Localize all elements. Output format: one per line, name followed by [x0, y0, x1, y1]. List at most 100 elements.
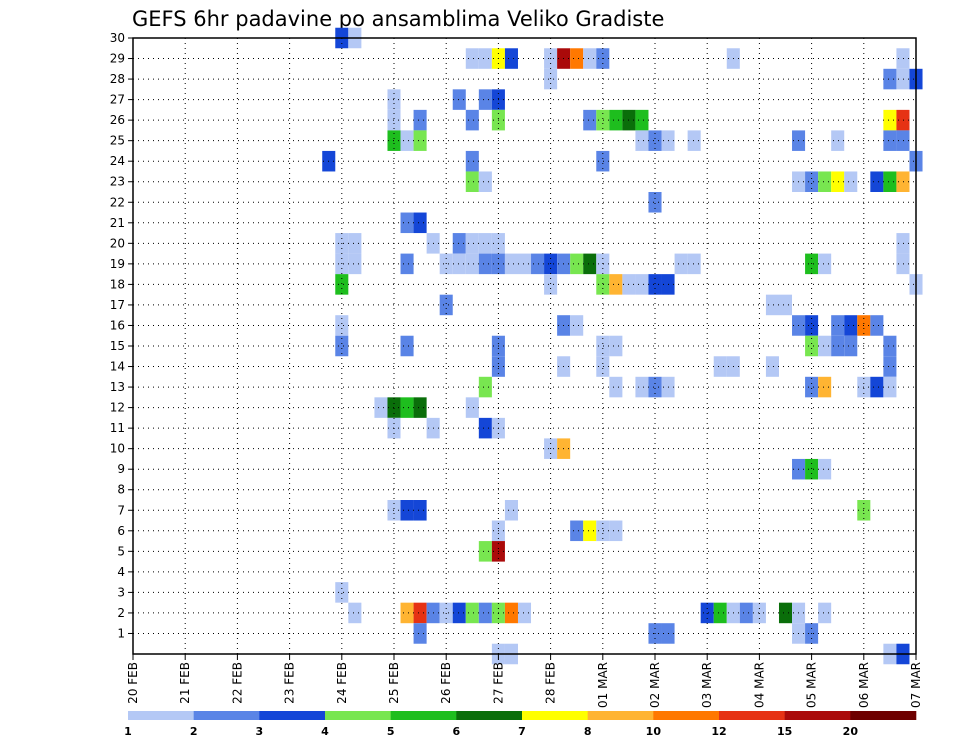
- y-tick-label: 12: [110, 401, 125, 415]
- colorbar-swatch: [325, 711, 391, 720]
- colorbar-label: 15: [777, 725, 792, 738]
- heatmap-cell: [648, 376, 662, 398]
- colorbar-swatch: [653, 711, 720, 720]
- y-tick-label: 30: [110, 31, 125, 45]
- heatmap-cell: [348, 233, 362, 254]
- heatmap-cell: [883, 130, 897, 151]
- x-tick-label: 24 FEB: [335, 662, 349, 704]
- heatmap-cell: [583, 253, 597, 275]
- colorbar-swatch: [522, 711, 588, 720]
- heatmap-cell: [439, 294, 453, 316]
- heatmap-cell: [465, 48, 479, 69]
- heatmap-cell: [413, 130, 427, 151]
- heatmap-cell: [596, 520, 610, 542]
- y-tick-label: 2: [117, 606, 125, 620]
- heatmap-cell: [517, 253, 532, 275]
- heatmap-cell: [765, 356, 779, 377]
- heatmap-cell: [504, 253, 518, 275]
- heatmap-cell: [583, 520, 597, 542]
- heatmap-cell: [335, 335, 349, 357]
- x-tick-label: 07 MAR: [909, 662, 923, 708]
- heatmap-cell: [400, 397, 414, 418]
- heatmap-cell: [635, 130, 649, 151]
- x-tick-label: 22 FEB: [230, 662, 244, 704]
- y-tick-label: 27: [110, 93, 125, 107]
- y-tick-label: 20: [110, 236, 125, 250]
- y-tick-label: 25: [110, 134, 125, 148]
- x-tick-label: 25 FEB: [387, 662, 401, 704]
- y-tick-label: 26: [110, 113, 125, 127]
- y-tick-label: 13: [110, 380, 125, 394]
- heatmap-cell: [635, 274, 649, 295]
- grid-lines: [133, 38, 916, 654]
- heatmap-cell: [674, 253, 688, 275]
- y-tick-label: 29: [110, 52, 125, 66]
- heatmap-cell: [413, 109, 427, 131]
- heatmap-cell: [387, 89, 401, 110]
- heatmap-cell: [413, 397, 427, 418]
- heatmap-cell: [465, 602, 479, 624]
- x-axis-ticks: 20 FEB 21 FEB 22 FEB 23 FEB 24 FEB 25 FEB 26 F…: [126, 654, 923, 708]
- heatmap-cell: [596, 109, 610, 131]
- heatmap-cell: [883, 109, 897, 131]
- colorbar-label: 3: [256, 725, 264, 738]
- x-tick-label: 28 FEB: [544, 662, 558, 704]
- heatmap-cell: [844, 335, 858, 357]
- heatmap-cell: [818, 602, 832, 624]
- heatmap-cell: [831, 171, 845, 192]
- heatmap-cell: [387, 109, 401, 131]
- heatmap-cell: [752, 602, 766, 624]
- heatmap-cell: [400, 130, 414, 151]
- colorbar-swatch: [259, 711, 326, 720]
- y-tick-label: 15: [110, 339, 125, 353]
- chart-title: GEFS 6hr padavine po ansamblima Veliko G…: [132, 7, 664, 31]
- x-tick-label: 23 FEB: [283, 662, 297, 704]
- heatmap-cell: [831, 335, 845, 357]
- heatmap-cell: [805, 458, 819, 480]
- heatmap-cell: [413, 602, 427, 624]
- heatmap-cell: [713, 356, 727, 377]
- colorbar-label: 2: [190, 725, 198, 738]
- colorbar-label: 4: [321, 725, 329, 738]
- heatmap-cell: [883, 68, 897, 90]
- heatmap-cell: [570, 520, 584, 542]
- colorbar-label: 10: [646, 725, 662, 738]
- colorbar-label: 20: [843, 725, 859, 738]
- heatmap-cell: [544, 68, 558, 90]
- heatmap-cell: [400, 500, 414, 521]
- heatmap-cell: [478, 48, 492, 69]
- x-tick-label: 04 MAR: [752, 662, 766, 708]
- y-tick-label: 11: [110, 421, 125, 435]
- heatmap-cell: [818, 253, 832, 275]
- heatmap-cell: [387, 500, 401, 521]
- heatmap-cell: [478, 89, 492, 110]
- heatmap-cell: [844, 315, 858, 336]
- colorbar-swatch: [719, 711, 785, 720]
- heatmap-cell: [517, 602, 532, 624]
- heatmap-cell: [687, 130, 701, 151]
- y-tick-label: 3: [117, 585, 125, 599]
- x-tick-label: 26 FEB: [439, 662, 453, 704]
- heatmap-cell: [583, 109, 597, 131]
- heatmap-cell: [896, 171, 910, 192]
- heatmap-cell: [609, 376, 623, 398]
- heatmap-cell: [452, 602, 466, 624]
- heatmap-cell: [387, 130, 401, 151]
- heatmap-cell: [400, 602, 414, 624]
- heatmap-cell: [739, 602, 753, 624]
- heatmap-cell: [713, 602, 727, 624]
- heatmap-cell: [896, 48, 910, 69]
- heatmap-cell: [896, 68, 910, 90]
- colorbar-label: 5: [387, 725, 395, 738]
- heatmap-cell: [465, 150, 479, 172]
- heatmap-cell: [778, 294, 793, 316]
- heatmap-cell: [413, 500, 427, 521]
- heatmap-cell: [335, 582, 349, 603]
- heatmap-cell: [648, 192, 662, 213]
- x-tick-label: 03 MAR: [700, 662, 714, 708]
- heatmap-cell: [478, 233, 492, 254]
- heatmap-cell: [387, 397, 401, 418]
- heatmap-cell: [465, 397, 479, 418]
- heatmap-cell: [700, 602, 714, 624]
